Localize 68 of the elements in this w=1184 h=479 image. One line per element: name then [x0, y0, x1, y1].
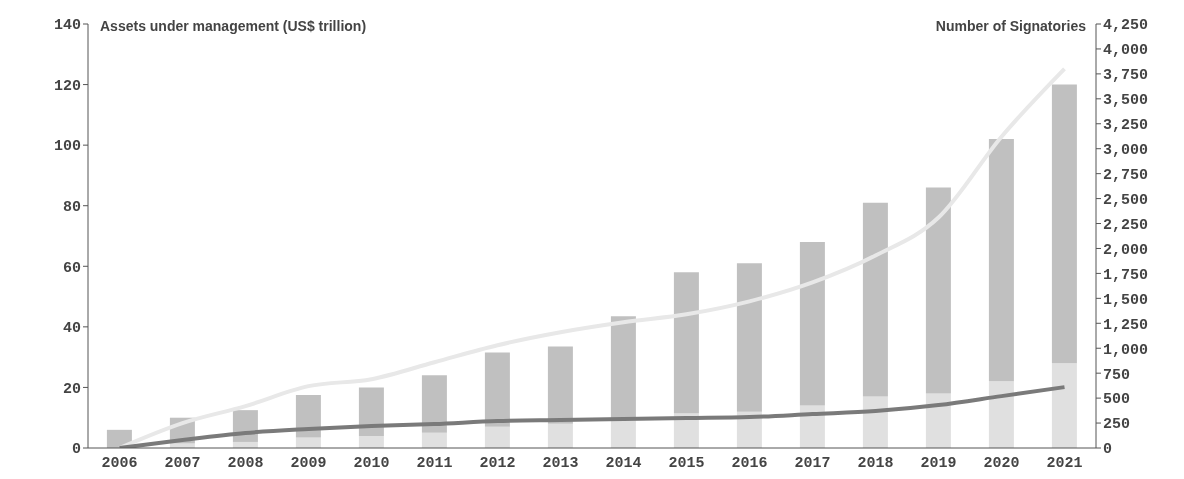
y-tick-label: 140	[53, 17, 81, 35]
y2-tick-label: 3,000	[1103, 142, 1149, 160]
y2-tick-label: 2,750	[1103, 166, 1149, 184]
y2-tick-label: 1,250	[1103, 316, 1149, 334]
y2-tick-label: 1,500	[1103, 291, 1149, 309]
y-tick-label: 60	[62, 259, 81, 277]
y2-tick-label: 4,000	[1103, 42, 1149, 60]
y2-tick-label: 2,250	[1103, 216, 1149, 234]
x-tick-label: 2020	[983, 454, 1020, 472]
line-series	[117, 385, 1067, 448]
y2-tick-label: 2,000	[1103, 241, 1149, 259]
x-tick-label: 2006	[101, 454, 138, 472]
x-tick-label: 2012	[479, 454, 516, 472]
bar	[610, 316, 636, 420]
y-tick-label: 0	[71, 441, 81, 459]
y2-tick-label: 1,000	[1103, 341, 1149, 359]
bar	[610, 419, 636, 448]
x-tick-label: 2007	[164, 454, 201, 472]
bar	[547, 346, 573, 424]
bar	[799, 242, 825, 406]
y2-tick-label: 250	[1103, 416, 1131, 434]
y2-tick-label: 1,750	[1103, 266, 1149, 284]
y-tick-label: 20	[62, 380, 81, 398]
y2-tick-label: 3,750	[1103, 67, 1149, 85]
y2-tick-label: 750	[1103, 366, 1131, 384]
y2-tick-label: 2,500	[1103, 191, 1149, 209]
x-tick-label: 2019	[920, 454, 957, 472]
x-tick-label: 2013	[542, 454, 579, 472]
x-tick-label: 2018	[857, 454, 894, 472]
bar	[295, 437, 321, 448]
x-tick-label: 2011	[416, 454, 453, 472]
x-tick-label: 2008	[227, 454, 264, 472]
y-tick-label: 80	[62, 199, 81, 217]
y2-tick-label: 500	[1103, 391, 1131, 409]
bar	[862, 202, 888, 397]
bar	[295, 395, 321, 438]
line-series	[117, 66, 1067, 448]
y2-axis-title: Number of Signatories	[935, 18, 1086, 34]
x-tick-label: 2017	[794, 454, 831, 472]
y2-tick-label: 3,500	[1103, 92, 1149, 110]
x-tick-label: 2016	[731, 454, 768, 472]
bar	[736, 263, 762, 412]
bar	[484, 426, 510, 448]
bar	[358, 387, 384, 436]
y2-tick-label: 4,250	[1103, 17, 1149, 35]
bar	[925, 187, 951, 394]
bar	[484, 352, 510, 427]
x-tick-label: 2015	[668, 454, 705, 472]
bar	[421, 432, 447, 448]
bar	[673, 272, 699, 414]
bar	[421, 375, 447, 433]
y-axis-title: Assets under management (US$ trillion)	[100, 18, 367, 34]
bar	[988, 381, 1014, 448]
x-tick-label: 2009	[290, 454, 327, 472]
y-tick-label: 120	[53, 77, 81, 95]
bar	[1051, 363, 1077, 448]
y-tick-label: 100	[53, 138, 81, 156]
bar	[1051, 84, 1077, 364]
bar	[547, 423, 573, 448]
y-tick-label: 40	[62, 320, 81, 338]
bar	[358, 435, 384, 448]
bar	[988, 139, 1014, 382]
x-tick-label: 2021	[1046, 454, 1083, 472]
y2-tick-label: 3,250	[1103, 117, 1149, 135]
x-tick-label: 2014	[605, 454, 642, 472]
y2-tick-label: 0	[1103, 441, 1113, 459]
x-tick-label: 2010	[353, 454, 390, 472]
bar	[925, 393, 951, 448]
